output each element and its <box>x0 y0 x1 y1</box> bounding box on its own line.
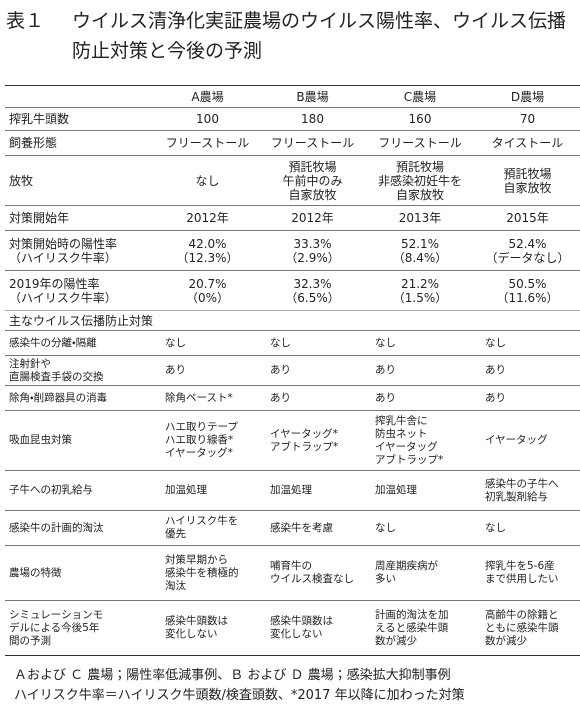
cell: 42.0% （12.3%） <box>155 230 260 271</box>
cell: 加温処理 <box>365 470 475 511</box>
cell: 70 <box>475 107 580 131</box>
cell: 計画的淘汰を加 えると感染牛頭 数が減少 <box>365 600 475 656</box>
row-label: 放牧 <box>5 155 155 206</box>
footnotes: Ａおよび Ｃ 農場；陽性率低減事例、Ｂ および Ｄ 農場；感染拡大抑制事例 ハイリ… <box>14 666 465 706</box>
cell: 対策早期から 感染牛を積極的 淘汰 <box>155 545 260 601</box>
cell: あり <box>155 355 260 386</box>
footnote: Ａおよび Ｃ 農場；陽性率低減事例、Ｂ および Ｄ 農場；感染拡大抑制事例 <box>14 668 451 683</box>
row: 搾乳牛頭数 100 180 160 70 <box>5 107 580 131</box>
cell: あり <box>475 385 580 411</box>
row: 吸血昆虫対策 ハエ取りテープ ハエ取り線香* イヤータッグ* イヤータッグ* アブト… <box>5 410 580 471</box>
cell: 哺育牛の ウイルス検査なし <box>260 545 365 601</box>
cell: 100 <box>155 107 260 131</box>
row-label: 除角・削蹄器具の消毒 <box>5 385 155 411</box>
row: 2019年の陽性率 （ハイリスク牛率） 20.7% （0%） 32.3% （6.5%… <box>5 270 580 311</box>
row-label: 対策開始年 <box>5 205 155 231</box>
cell: 加温処理 <box>260 470 365 511</box>
header-cell: B農場 <box>260 85 365 108</box>
cell: フリーストール <box>260 130 365 156</box>
cell: なし <box>475 510 580 546</box>
row-label: 吸血昆虫対策 <box>5 410 155 471</box>
row: 感染牛の分離・隔離 なし なし なし なし <box>5 330 580 356</box>
cell: 2013年 <box>365 205 475 231</box>
cell: フリーストール <box>365 130 475 156</box>
row: 除角・削蹄器具の消毒 除角ペースト* あり あり あり <box>5 385 580 411</box>
cell: ハイリスク牛を 優先 <box>155 510 260 546</box>
section-row: 主なウイルス伝播防止対策 <box>5 310 580 331</box>
cell: フリーストール <box>155 130 260 156</box>
table-title: ウイルス清浄化実証農場のウイルス陽性率、ウイルス伝播防止対策と今後の予測 <box>72 10 567 62</box>
cell: 52.1% （8.4%） <box>365 230 475 271</box>
cell: 21.2% （1.5%） <box>365 270 475 311</box>
cell: なし <box>155 330 260 356</box>
row-label: 子牛への初乳給与 <box>5 470 155 511</box>
cell: 除角ペースト* <box>155 385 260 411</box>
header-cell: C農場 <box>365 85 475 108</box>
cell: あり <box>365 385 475 411</box>
section-label: 主なウイルス伝播防止対策 <box>5 310 580 331</box>
cell: なし <box>365 330 475 356</box>
cell: タイストール <box>475 130 580 156</box>
cell: 180 <box>260 107 365 131</box>
row: 飼養形態 フリーストール フリーストール フリーストール タイストール <box>5 130 580 156</box>
header-cell: D農場 <box>475 85 580 108</box>
table-label: 表１ <box>6 10 45 32</box>
row: 農場の特徴 対策早期から 感染牛を積極的 淘汰 哺育牛の ウイルス検査なし 周産期疾病… <box>5 545 580 601</box>
row: 対策開始年 2012年 2012年 2013年 2015年 <box>5 205 580 231</box>
cell: 感染牛頭数は 変化しない <box>155 600 260 656</box>
cell: あり <box>260 385 365 411</box>
row-label: 感染牛の計画的淘汰 <box>5 510 155 546</box>
row-label: 農場の特徴 <box>5 545 155 601</box>
cell: 周産期疾病が 多い <box>365 545 475 601</box>
row: 感染牛の計画的淘汰 ハイリスク牛を 優先 感染牛を考慮 なし なし <box>5 510 580 546</box>
cell: 加温処理 <box>155 470 260 511</box>
row: 子牛への初乳給与 加温処理 加温処理 加温処理 感染牛の子牛へ 初乳製剤給与 <box>5 470 580 511</box>
row-label: 飼養形態 <box>5 130 155 156</box>
header-row: A農場 B農場 C農場 D農場 <box>5 85 580 108</box>
row: 注射針や 直腸検査手袋の交換 あり あり あり あり <box>5 355 580 386</box>
row-label: 2019年の陽性率 （ハイリスク牛率） <box>5 270 155 311</box>
cell: イヤータッグ* アブトラップ* <box>260 410 365 471</box>
cell: 預託牧場 非感染初妊牛を 自家放牧 <box>365 155 475 206</box>
cell: 高齢牛の除籍と ともに感染牛頭 数が減少 <box>475 600 580 656</box>
cell: あり <box>365 355 475 386</box>
cell: 搾乳牛を5-6産 まで供用したい <box>475 545 580 601</box>
cell: 2015年 <box>475 205 580 231</box>
cell: 2012年 <box>155 205 260 231</box>
cell: 預託牧場 午前中のみ 自家放牧 <box>260 155 365 206</box>
cell: 32.3% （6.5%） <box>260 270 365 311</box>
row-label: 搾乳牛頭数 <box>5 107 155 131</box>
row: 放牧 なし 預託牧場 午前中のみ 自家放牧 預託牧場 非感染初妊牛を 自家放牧 預託牧場… <box>5 155 580 206</box>
cell: あり <box>475 355 580 386</box>
cell: なし <box>260 330 365 356</box>
header-cell <box>5 85 155 108</box>
footnote: ハイリスク牛率＝ハイリスク牛頭数/検査頭数、*2017 年以降に加わった対策 <box>14 688 465 703</box>
cell: 33.3% （2.9%） <box>260 230 365 271</box>
cell: 160 <box>365 107 475 131</box>
cell: なし <box>155 155 260 206</box>
cell: 52.4% （データなし） <box>475 230 580 271</box>
row-label: 対策開始時の陽性率 （ハイリスク牛率） <box>5 230 155 271</box>
row-label: 感染牛の分離・隔離 <box>5 330 155 356</box>
row-label: シミュレーションモ デルによる今後5年 間の予測 <box>5 600 155 656</box>
header-cell: A農場 <box>155 85 260 108</box>
row: シミュレーションモ デルによる今後5年 間の予測 感染牛頭数は 変化しない 感染牛頭… <box>5 600 580 656</box>
cell: 20.7% （0%） <box>155 270 260 311</box>
cell: 感染牛を考慮 <box>260 510 365 546</box>
cell: 感染牛頭数は 変化しない <box>260 600 365 656</box>
cell: 預託牧場 自家放牧 <box>475 155 580 206</box>
cell: 搾乳牛舎に 防虫ネット イヤータッグ アブトラップ* <box>365 410 475 471</box>
cell: 感染牛の子牛へ 初乳製剤給与 <box>475 470 580 511</box>
cell: ハエ取りテープ ハエ取り線香* イヤータッグ* <box>155 410 260 471</box>
table: A農場 B農場 C農場 D農場 搾乳牛頭数 100 180 160 70 飼養形態 フリーストールフ… <box>5 85 580 656</box>
cell: イヤータッグ <box>475 410 580 471</box>
row: 対策開始時の陽性率 （ハイリスク牛率） 42.0% （12.3%） 33.3% （2… <box>5 230 580 271</box>
cell: なし <box>365 510 475 546</box>
cell: なし <box>475 330 580 356</box>
cell: あり <box>260 355 365 386</box>
row-label: 注射針や 直腸検査手袋の交換 <box>5 355 155 386</box>
cell: 50.5% （11.6%） <box>475 270 580 311</box>
cell: 2012年 <box>260 205 365 231</box>
